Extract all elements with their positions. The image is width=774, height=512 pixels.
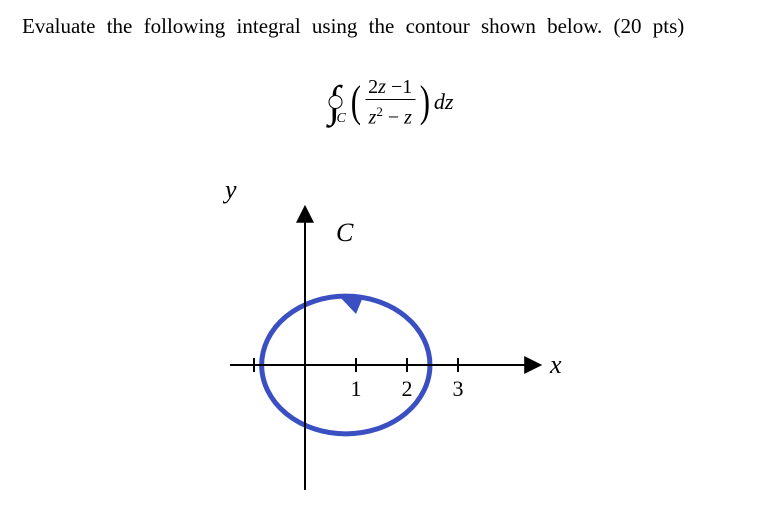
integral-expression: ∫ C ( 2z −1 z2 − z ) dz — [321, 74, 454, 130]
x-tick-1: 1 — [351, 376, 362, 402]
integral-subscript: C — [337, 111, 346, 127]
numerator: 2z −1 — [365, 75, 415, 99]
den-var2: z — [404, 106, 412, 128]
num-coef: 2 — [368, 76, 378, 98]
diff-d: d — [434, 89, 445, 114]
contour-arrow-icon — [338, 295, 363, 314]
den-op: − — [388, 106, 399, 128]
x-tick-3: 3 — [453, 376, 464, 402]
diff-var: z — [445, 89, 454, 114]
den-var1: z — [369, 106, 377, 128]
contour-integral-symbol: ∫ C — [321, 74, 349, 130]
right-paren: ) — [419, 80, 429, 124]
x-tick-2: 2 — [402, 376, 413, 402]
denominator: z2 − z — [366, 100, 415, 130]
differential: dz — [434, 89, 454, 115]
num-const: 1 — [402, 76, 412, 98]
num-var: z — [378, 76, 386, 98]
den-exp: 2 — [376, 104, 383, 119]
left-paren: ( — [351, 80, 361, 124]
problem-statement: Evaluate the following integral using th… — [22, 14, 684, 39]
num-op: − — [391, 76, 402, 98]
fraction: 2z −1 z2 − z — [365, 75, 415, 130]
contour-diagram — [230, 170, 570, 500]
